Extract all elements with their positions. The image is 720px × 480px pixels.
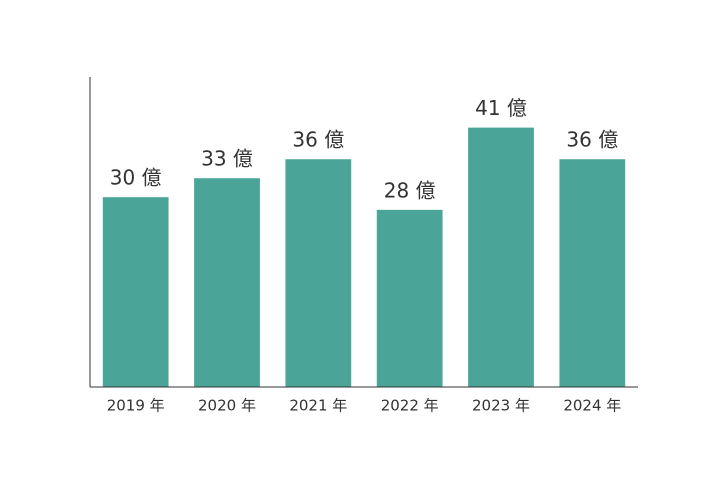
x-tick-label: 2024 年 <box>563 397 621 415</box>
bar <box>102 197 169 387</box>
x-tick-label: 2020 年 <box>198 397 256 415</box>
x-tick-label: 2019 年 <box>107 397 165 415</box>
x-tick-label: 2021 年 <box>289 397 347 415</box>
bar <box>376 209 443 387</box>
value-label: 28 億 <box>384 178 436 202</box>
value-label: 36 億 <box>566 128 618 152</box>
bar <box>468 127 534 387</box>
bar <box>285 159 352 387</box>
value-label: 41 億 <box>475 96 527 120</box>
value-label: 36 億 <box>292 128 344 152</box>
bar <box>559 159 626 387</box>
bar <box>194 178 260 387</box>
value-label: 33 億 <box>201 147 253 171</box>
x-tick-label: 2023 年 <box>472 397 530 415</box>
x-tick-label: 2022 年 <box>381 397 439 415</box>
value-label: 30 億 <box>110 166 162 190</box>
